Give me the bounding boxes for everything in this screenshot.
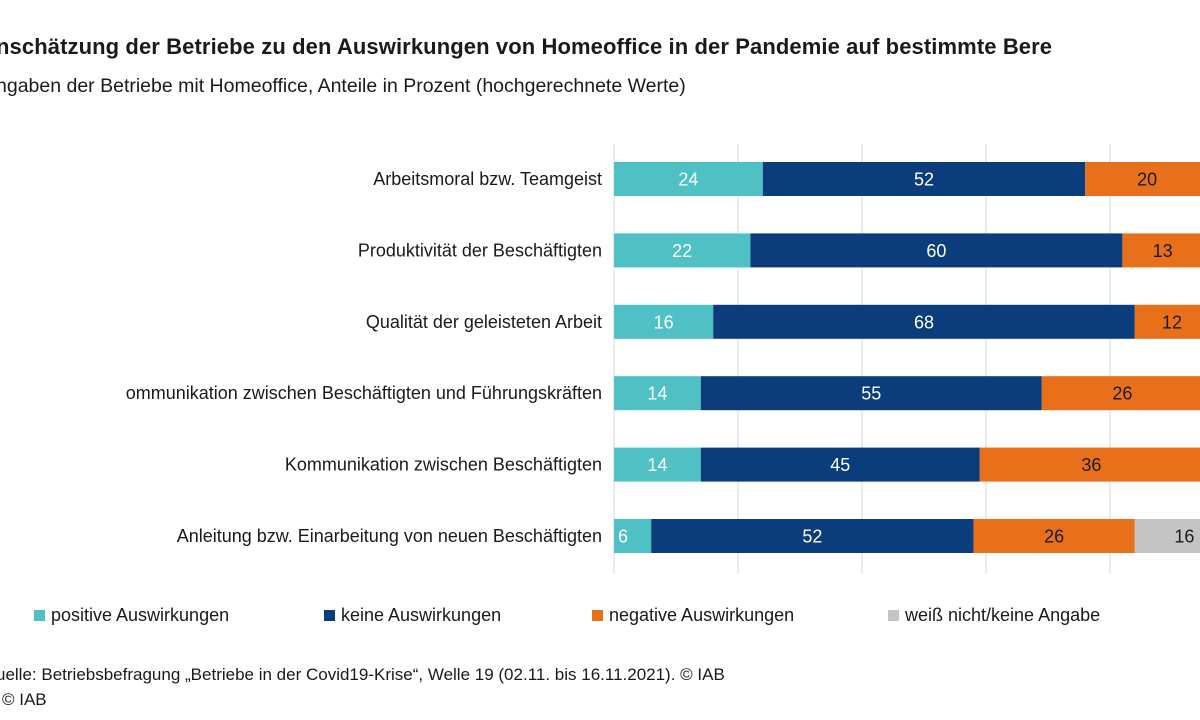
bar-value-label: 16 [1174, 527, 1194, 547]
bar-value-label: 20 [1137, 170, 1157, 190]
bar-value-label: 22 [672, 241, 692, 261]
bar-segment [1122, 233, 1200, 268]
bar-segment [614, 519, 652, 553]
bar-segment [979, 447, 1200, 482]
bar-value-label: 55 [861, 384, 881, 404]
bar-segment [1134, 304, 1200, 339]
bar-segment [651, 519, 974, 553]
bar-segment [614, 162, 763, 196]
legend-label-unknown: weiß nicht/keine Angabe [905, 605, 1101, 625]
legend-label-negative: negative Auswirkungen [609, 605, 795, 625]
bar-value-label: 60 [926, 241, 946, 261]
bar-value-label: 16 [654, 312, 674, 332]
category-label: Arbeitsmoral bzw. Teamgeist [373, 169, 602, 189]
bar-segment [700, 447, 980, 482]
legend-item-positive: positive Auswirkungen [34, 605, 229, 626]
bar-value-label: 26 [1044, 527, 1064, 547]
category-label: Kommunikation zwischen Beschäftigten [285, 455, 602, 475]
bar-chart: Arbeitsmoral bzw. Teamgeist 24 52 20 Produkt… [126, 144, 1200, 574]
bar-segment [713, 304, 1135, 339]
legend-swatch-unknown [888, 610, 899, 621]
bar-segment [750, 233, 1123, 268]
bar-segment [1085, 162, 1200, 196]
legend-swatch-negative [592, 610, 603, 621]
legend-item-keine: keine Auswirkungen [324, 605, 501, 626]
source-note: uelle: Betriebsbefragung „Betriebe in de… [0, 665, 725, 684]
chart-title: nschätzung der Betriebe zu den Auswirkun… [0, 34, 1053, 59]
bar-segment [614, 447, 701, 482]
legend-swatch-keine [324, 610, 335, 621]
bar-segment [1134, 519, 1200, 553]
legend-label-positive: positive Auswirkungen [51, 605, 230, 625]
bar-value-label: 36 [1081, 455, 1101, 475]
bar-value-label: 52 [914, 170, 934, 190]
bar-value-label: 14 [647, 384, 667, 404]
category-label: ommunikation zwischen Beschäftigten und … [126, 383, 602, 403]
legend-label-keine: keine Auswirkungen [341, 605, 502, 625]
bar-value-label: 68 [914, 312, 934, 332]
bar-segment [700, 376, 1042, 411]
bar-segment [614, 233, 751, 268]
bar-segment [614, 376, 701, 411]
category-label: Produktivität der Beschäftigten [358, 240, 602, 260]
bar-segment [762, 162, 1086, 196]
bar-value-label: 6 [618, 527, 628, 547]
category-label: Qualität der geleisteten Arbeit [366, 312, 602, 332]
legend-item-unknown: weiß nicht/keine Angabe [888, 605, 1100, 626]
bar-value-label: 12 [1162, 312, 1182, 332]
bar-segment [614, 304, 714, 339]
bar-value-label: 52 [802, 527, 822, 547]
copyright-credit: © IAB [2, 690, 47, 709]
bar-value-label: 14 [647, 455, 667, 475]
chart-subtitle: ngaben der Betriebe mit Homeoffice, Ante… [0, 75, 686, 97]
bar-segment [1041, 376, 1200, 411]
bar-value-label: 13 [1153, 241, 1173, 261]
legend-item-negative: negative Auswirkungen [592, 605, 794, 626]
bar-value-label: 45 [830, 455, 850, 475]
category-label: Anleitung bzw. Einarbeitung von neuen Be… [177, 526, 602, 546]
bar-segment [973, 519, 1135, 553]
bar-value-label: 26 [1112, 384, 1132, 404]
bar-value-label: 24 [678, 170, 698, 190]
legend-swatch-positive [34, 610, 45, 621]
